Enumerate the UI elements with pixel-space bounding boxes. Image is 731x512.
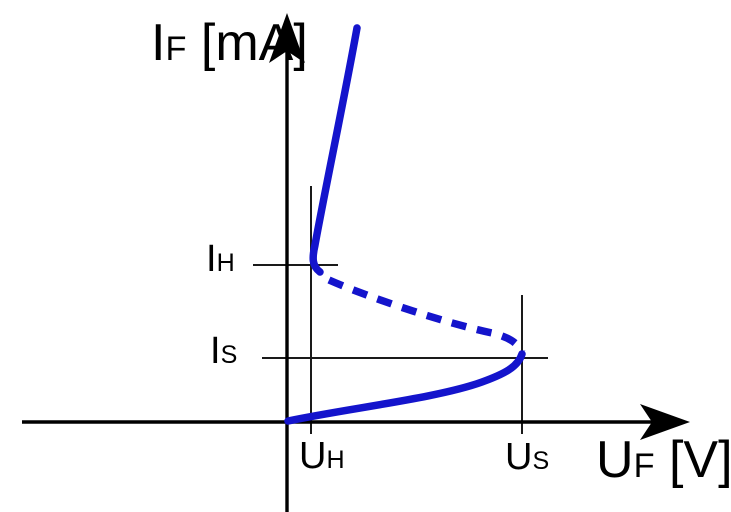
curve-upper-conducting-branch (309, 24, 361, 276)
tick-label-ih: IH (206, 240, 235, 278)
tick-label-us-symbol: U (505, 436, 533, 478)
y-axis-title-subscript: F (165, 30, 187, 68)
x-axis-title: UF [V] (596, 434, 731, 486)
y-axis-arrowhead-icon (269, 13, 305, 63)
x-axis-arrowhead-icon (640, 404, 690, 440)
x-axis-title-symbol: U (596, 431, 634, 489)
x-axis-title-unit: [V] (654, 431, 731, 489)
tick-label-ih-subscript: H (216, 249, 235, 277)
curve-lower-blocking-branch (284, 350, 526, 425)
y-axis-title-unit: [mA] (186, 14, 308, 72)
curve-negative-resistance-branch (327, 276, 526, 354)
tick-label-ih-symbol: I (206, 238, 217, 280)
tick-label-uh: UH (299, 437, 345, 475)
tick-label-us-subscript: S (532, 447, 550, 475)
y-axis-title: IF [mA] (151, 17, 308, 69)
tick-label-us: US (505, 438, 549, 476)
y-axis-title-symbol: I (151, 14, 166, 72)
tick-label-is-symbol: I (210, 330, 221, 372)
tick-label-uh-symbol: U (299, 435, 327, 477)
x-axis-title-subscript: F (633, 447, 655, 485)
tick-label-is-subscript: S (220, 341, 238, 369)
tick-label-uh-subscript: H (326, 446, 345, 474)
tick-label-is: IS (210, 332, 237, 370)
